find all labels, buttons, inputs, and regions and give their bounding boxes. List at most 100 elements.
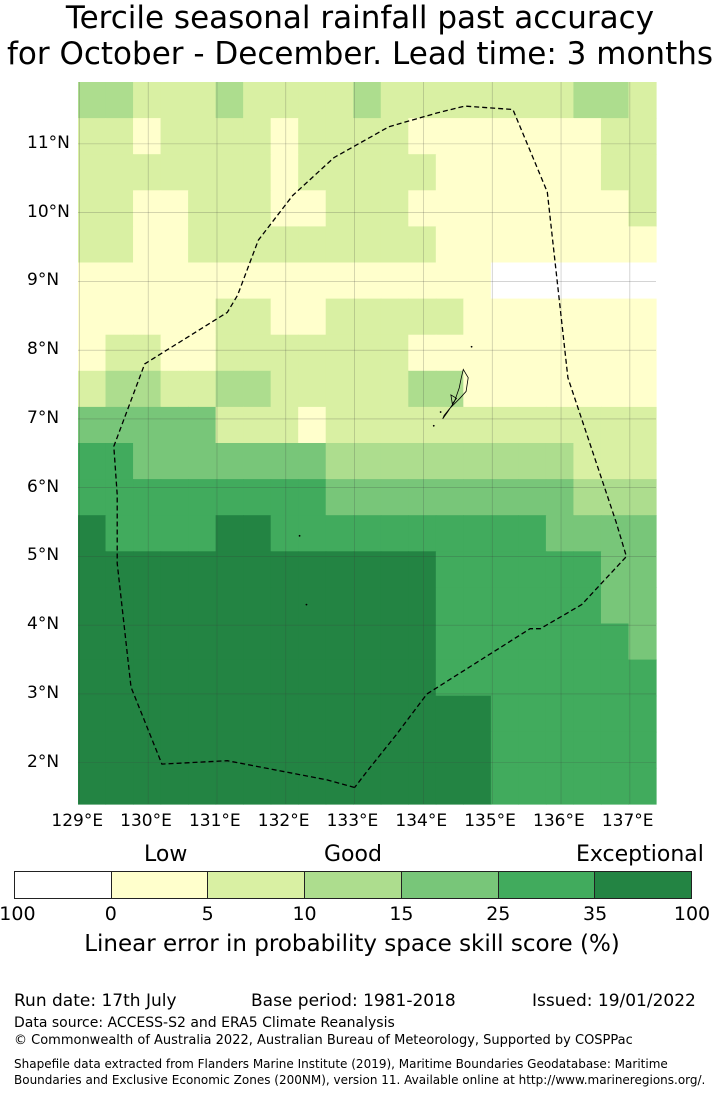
latitude-label: 11°N [27,132,70,153]
grid-cell [573,659,602,697]
grid-cell [380,659,409,697]
grid-cell [188,587,217,625]
colorbar-tick-label: 5 [201,903,214,925]
longitude-label: 133°E [326,811,379,831]
grid-cell [463,298,492,336]
grid-cell [133,443,162,480]
grid-cell [628,334,657,372]
grid-cell [160,82,189,119]
grid-cell [78,767,107,805]
grid-cell [573,623,602,661]
grid-cell [78,623,107,661]
grid-cell [243,515,272,552]
chart-title-line-2: for October - December. Lead time: 3 mon… [6,36,714,72]
grid-cell [490,190,519,227]
grid-cell [463,262,492,300]
chart-title-line-1: Tercile seasonal rainfall past accuracy [65,0,655,36]
grid-cell [435,406,464,444]
grid-cell [353,190,382,227]
grid-cell [298,587,327,625]
grid-cell [573,118,602,155]
grid-cell [380,587,409,625]
grid-cell [573,551,602,588]
islet [470,345,473,348]
grid-cell [78,154,107,191]
grid-cell [270,479,299,516]
grid-cell [298,515,327,552]
grid-cell [270,659,299,697]
grid-cell [545,767,575,805]
grid-cell [78,190,107,227]
grid-cell [628,515,657,552]
grid-cell [600,406,630,444]
colorbar-segment [595,872,692,898]
grid-cell [215,659,244,697]
grid-cell [518,623,547,661]
grid-cell [573,82,602,119]
grid-cell [490,623,519,661]
grid-cell [573,587,602,625]
grid-cell [380,551,409,588]
latitude-label: 4°N [27,614,60,635]
grid-cell [545,406,575,444]
grid-cell [270,226,299,264]
latitude-label: 6°N [27,476,60,497]
grid-cell [243,82,272,119]
grid-cell [380,226,409,264]
grid-cell [490,659,519,697]
grid-cell [463,443,492,480]
grid-cell [518,731,547,769]
grid-cell [78,659,107,697]
grid-cell [353,767,382,805]
grid-cell [353,334,382,372]
grid-cell [380,479,409,516]
grid-cell [380,731,409,769]
eez-boundary [113,105,628,789]
grid-cell [545,551,575,588]
grid-cell [325,298,354,336]
grid-cell [325,406,354,444]
grid-cell [160,623,189,661]
grid-cell [298,731,327,769]
grid-cell [160,443,189,480]
grid-cell [243,767,272,805]
grid-cell [490,406,519,444]
grid-cell [628,118,657,155]
grid-cell [435,118,464,155]
grid-cell [600,118,630,155]
grid-cell [160,659,189,697]
grid-cell [463,551,492,588]
grid-cell [463,479,492,516]
grid-cell [298,82,327,119]
grid-cell [215,587,244,625]
grid-cell [490,370,519,408]
grid-cell [270,82,299,119]
grid-cell [435,154,464,191]
grid-cell [408,190,437,227]
grid-cell [353,82,382,119]
longitude-label: 130°E [120,811,172,831]
grid-cell [215,767,244,805]
grid-cell [243,154,272,191]
colorbar-segment [305,872,402,898]
grid-cell [408,731,437,769]
grid-cell [270,262,299,300]
grid-cell [490,767,519,805]
grid-cell [105,82,134,119]
grid-cell [628,767,657,805]
grid-cell [215,551,244,588]
grid-cell [160,262,189,300]
grid-cell [133,479,162,516]
grid-cell [298,443,327,480]
grid-cell [325,190,354,227]
grid-cell [105,767,134,805]
grid-cell [353,587,382,625]
latitude-label: 3°N [27,682,60,703]
grid-cell [188,118,217,155]
grid-cell [600,262,630,300]
grid-cell [490,298,519,336]
grid-cell [78,479,107,516]
grid-cell [353,370,382,408]
latitude-label: 9°N [27,270,60,291]
grid-cell [325,82,354,119]
